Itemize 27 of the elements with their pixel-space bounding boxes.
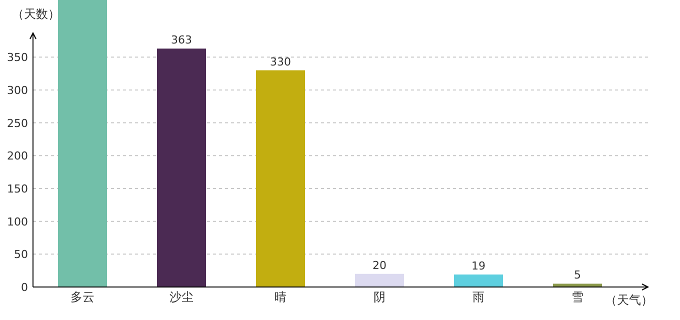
bar bbox=[454, 274, 503, 287]
data-label: 19 bbox=[472, 260, 486, 273]
y-tick-label: 100 bbox=[7, 215, 28, 228]
y-axis-title: （天数） bbox=[12, 7, 60, 21]
y-tick-label: 50 bbox=[14, 248, 28, 262]
x-tick-label: 雨 bbox=[472, 290, 484, 304]
y-tick-label: 350 bbox=[7, 51, 28, 64]
bar bbox=[354, 274, 404, 287]
y-tick-label: 300 bbox=[7, 84, 28, 97]
bar bbox=[256, 70, 305, 287]
x-tick-label: 沙尘 bbox=[170, 290, 194, 304]
x-tick-label: 雪 bbox=[572, 290, 584, 304]
bar bbox=[58, 0, 108, 287]
x-tick-label: 晴 bbox=[274, 290, 286, 304]
data-label: 20 bbox=[372, 258, 386, 272]
y-tick-label: 150 bbox=[7, 182, 28, 196]
y-tick-label: 250 bbox=[7, 116, 28, 130]
y-tick-label: 0 bbox=[21, 281, 28, 294]
x-axis-title: （天气） bbox=[605, 293, 653, 307]
data-label: 5 bbox=[574, 268, 581, 282]
data-label: 363 bbox=[171, 34, 192, 47]
x-tick-label: 多云 bbox=[70, 290, 94, 304]
bar bbox=[552, 284, 602, 287]
x-tick-label: 阴 bbox=[374, 290, 386, 304]
data-label: 330 bbox=[270, 55, 291, 68]
bar bbox=[156, 48, 206, 287]
y-tick-label: 200 bbox=[7, 150, 28, 163]
